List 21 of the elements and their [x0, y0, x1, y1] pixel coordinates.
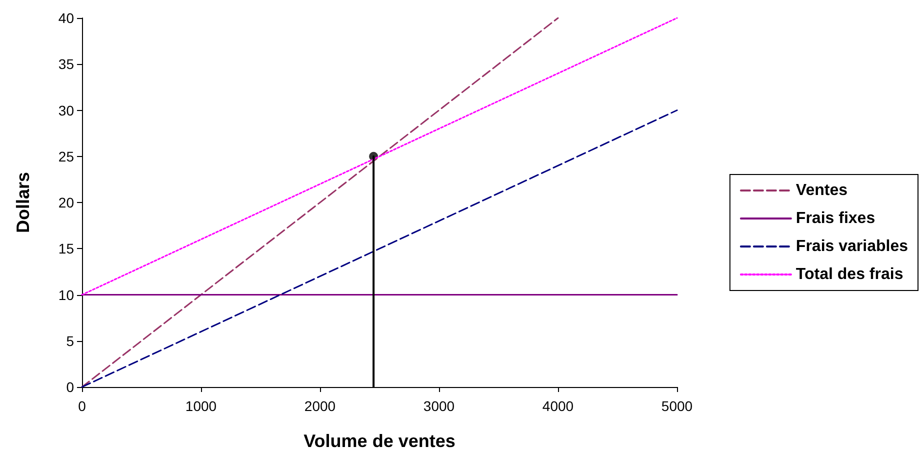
x-tick-label: 1000: [185, 398, 217, 414]
legend-label: Ventes: [796, 182, 848, 199]
x-tick-label: 4000: [542, 398, 574, 414]
y-tick-label: 35: [58, 56, 74, 72]
legend-label: Frais variables: [796, 238, 908, 255]
y-tick-label: 5: [66, 332, 74, 349]
y-tick-label: 20: [58, 194, 74, 210]
legend-label: Frais fixes: [796, 210, 876, 227]
y-tick-label: 30: [58, 102, 74, 118]
y-axis-title: Dollars: [13, 172, 33, 234]
x-tick-label: 0: [78, 398, 86, 414]
y-tick-label: 40: [58, 10, 74, 26]
y-tick-label: 15: [58, 240, 74, 257]
x-tick-label: 3000: [423, 398, 455, 414]
legend-label: Total des frais: [796, 266, 904, 283]
y-tick-label: 10: [58, 286, 74, 303]
x-tick-label: 2000: [304, 398, 336, 414]
x-tick-label: 5000: [661, 398, 693, 414]
x-axis-title: Volume de ventes: [304, 431, 456, 451]
y-tick-label: 0: [66, 379, 74, 395]
y-tick-label: 25: [58, 148, 74, 164]
